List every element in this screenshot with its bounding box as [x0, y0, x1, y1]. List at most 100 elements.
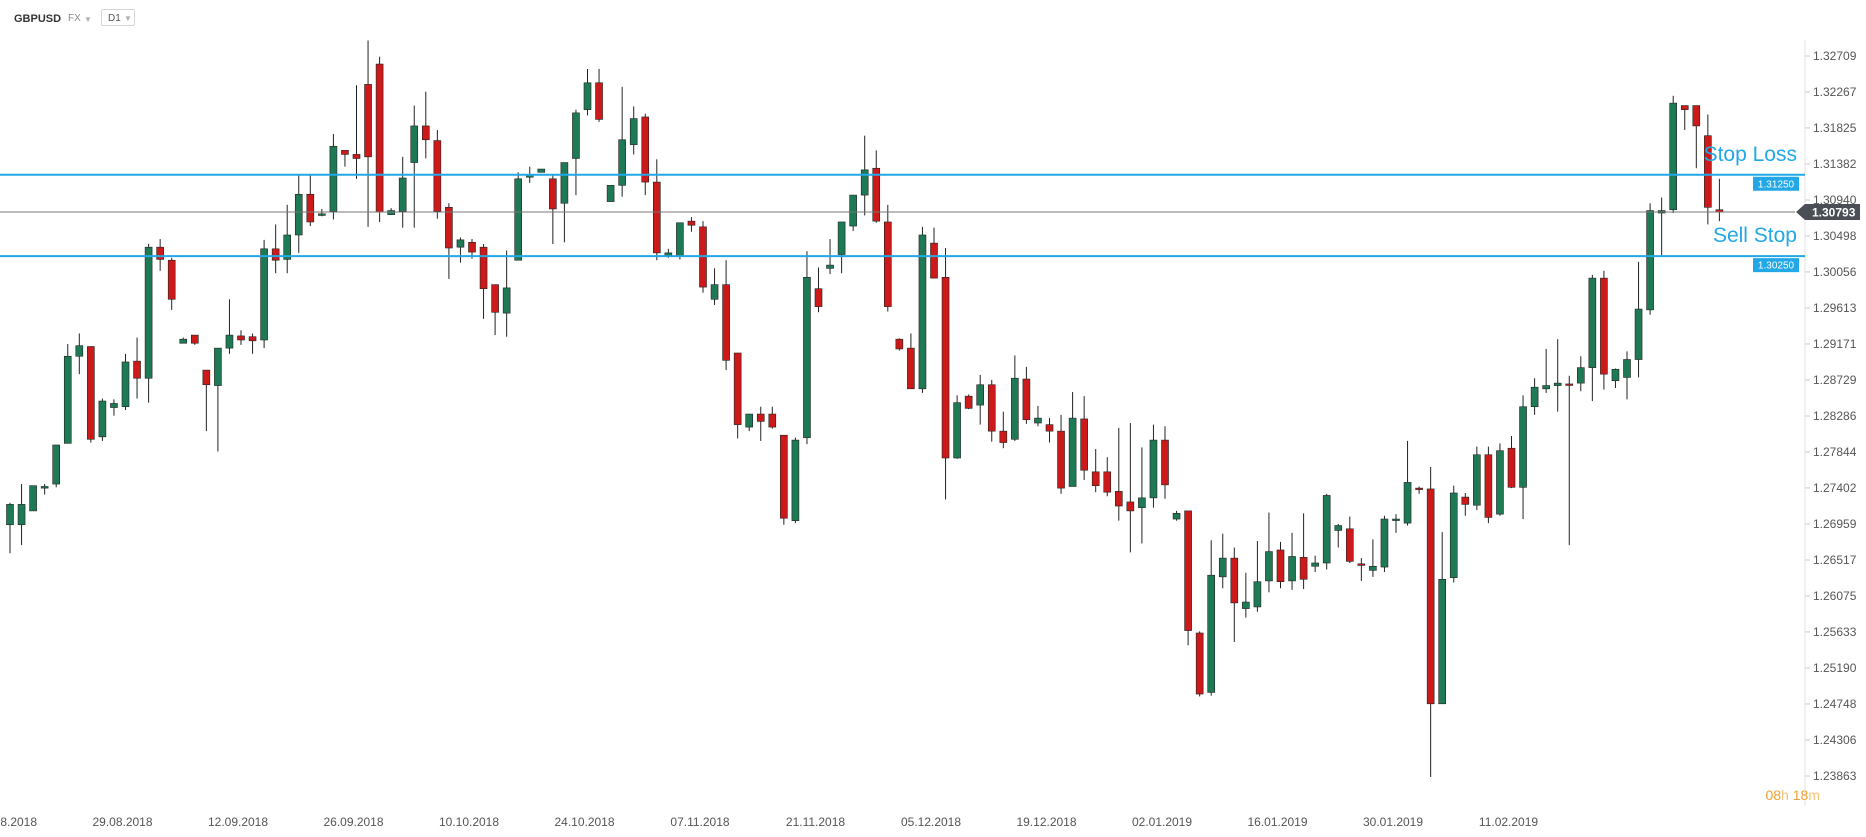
candle [676, 222, 684, 260]
candle-body [756, 413, 765, 422]
candle-body [872, 167, 881, 222]
candle [606, 185, 615, 202]
candle [387, 208, 395, 215]
candle [1369, 539, 1377, 577]
candle-body [1045, 424, 1054, 432]
candle [6, 502, 14, 554]
price-tick-label: 1.31825 [1813, 121, 1857, 135]
candle-body [976, 384, 985, 406]
candle-body [468, 242, 476, 253]
candle-body [1172, 513, 1181, 520]
candle [1553, 339, 1562, 412]
candle-body [329, 145, 338, 212]
date-label: 02.01.2019 [1132, 815, 1192, 829]
candle [1218, 533, 1227, 589]
candle-body [1461, 496, 1470, 505]
candle-body [29, 485, 37, 512]
candle-body [214, 347, 222, 386]
candle [1034, 405, 1042, 427]
candle-body [1218, 557, 1227, 578]
candle [1392, 514, 1400, 533]
candle-body [1553, 382, 1562, 386]
candle-body [52, 444, 61, 485]
candle [398, 156, 407, 228]
candle-body [895, 338, 904, 350]
date-label: 19.12.2018 [1016, 815, 1076, 829]
candle [1311, 555, 1319, 572]
candle-body [687, 220, 696, 226]
candle [1484, 446, 1493, 524]
candle [1172, 510, 1181, 521]
price-tick-label: 1.29613 [1813, 301, 1857, 315]
chevron-down-icon[interactable]: ▼ [84, 15, 92, 24]
candle [271, 224, 280, 274]
candle [283, 204, 292, 274]
candle [895, 338, 904, 351]
price-tick-label: 1.30498 [1813, 229, 1857, 243]
candle [768, 406, 777, 429]
candle [318, 208, 326, 217]
candle-body [941, 277, 950, 459]
symbol-label[interactable]: GBPUSD [14, 13, 62, 25]
candle-body [433, 140, 442, 212]
current-price-tag [1796, 203, 1860, 220]
candle [364, 40, 372, 227]
candle [502, 250, 511, 337]
level-price-tag [1753, 176, 1799, 191]
candle-body [1438, 578, 1446, 705]
candle [1357, 558, 1366, 581]
candle [1253, 541, 1262, 612]
candle [1588, 274, 1597, 402]
candle-body [410, 125, 419, 163]
candle-body [421, 125, 430, 141]
candle [352, 85, 361, 179]
candle [722, 260, 730, 371]
market-label: FX [68, 13, 81, 24]
candle [918, 226, 927, 393]
candle [883, 204, 892, 312]
candle [976, 374, 985, 425]
candle-body [1253, 581, 1262, 608]
candle-body [1242, 601, 1250, 609]
candle-body [883, 221, 892, 307]
candle-body [1080, 418, 1088, 471]
candle-body [1380, 518, 1389, 568]
candle [549, 174, 557, 244]
candle [1195, 631, 1204, 697]
candle-body [456, 239, 465, 248]
candle-body [479, 246, 488, 290]
candle-body [398, 177, 407, 212]
candle [1126, 422, 1135, 553]
timeframe-select[interactable]: D1 ▼ [101, 9, 135, 26]
candle [1680, 105, 1689, 130]
candle-body [918, 234, 927, 390]
candle-body [1022, 378, 1031, 421]
candle [941, 248, 950, 500]
candle-body [549, 178, 557, 210]
candle-body [1161, 439, 1169, 486]
candle-body [1646, 210, 1654, 311]
candle-body [1103, 471, 1112, 493]
price-axis: 1.32709 1.32267 1.31825 1.31382 1.30940 1.304… [1805, 49, 1857, 783]
candle-body [583, 82, 592, 110]
candle [1288, 532, 1296, 590]
price-tick-label: 1.24748 [1813, 697, 1857, 711]
candle-body [63, 355, 72, 444]
candle-body [987, 384, 996, 432]
candle-body [1299, 556, 1308, 580]
candle [1322, 493, 1331, 570]
candle [1704, 114, 1712, 225]
candle-body [1184, 510, 1192, 631]
candle [1646, 203, 1654, 315]
candle [1496, 443, 1504, 516]
candle-countdown: 08h 18m [1765, 787, 1820, 803]
candle [98, 398, 107, 441]
candle [1507, 436, 1516, 489]
candle-body [514, 178, 523, 261]
candle [780, 434, 788, 525]
candle [133, 337, 141, 399]
candle-body [375, 63, 384, 213]
candle [1242, 572, 1250, 618]
price-tick-label: 1.23863 [1813, 769, 1857, 783]
